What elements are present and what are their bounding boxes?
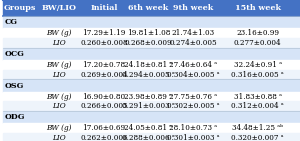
Text: BW/LIO: BW/LIO — [42, 4, 77, 12]
Bar — [3, 0, 300, 16]
Text: 0.304±0.005 ᵃ: 0.304±0.005 ᵃ — [167, 70, 219, 79]
Text: 23.16±0.99: 23.16±0.99 — [236, 29, 279, 37]
Text: 28.10±0.73 ᵃ: 28.10±0.73 ᵃ — [169, 124, 217, 132]
Text: 17.29±1.19: 17.29±1.19 — [82, 29, 125, 37]
Bar — [3, 124, 300, 133]
Text: 0.312±0.004 ᵃ: 0.312±0.004 ᵃ — [231, 102, 284, 110]
Bar — [3, 70, 300, 80]
Text: 0.316±0.005 ᵃ: 0.316±0.005 ᵃ — [231, 70, 284, 79]
Text: 24.05±0.81 ᵃ: 24.05±0.81 ᵃ — [124, 124, 172, 132]
Text: LIO: LIO — [52, 134, 66, 141]
Text: 0.291±0.003 ᵃ: 0.291±0.003 ᵃ — [122, 102, 175, 110]
Text: BW (g): BW (g) — [46, 92, 72, 101]
Bar — [3, 16, 300, 28]
Text: 0.294±0.005 ᵃ: 0.294±0.005 ᵃ — [122, 70, 175, 79]
Text: 21.74±1.03: 21.74±1.03 — [172, 29, 214, 37]
Text: 6th week: 6th week — [128, 4, 169, 12]
Text: 31.83±0.88 ᵃ: 31.83±0.88 ᵃ — [234, 92, 282, 101]
Text: 0.268±0.009: 0.268±0.009 — [124, 39, 172, 47]
Text: 17.20±0.78: 17.20±0.78 — [82, 61, 125, 69]
Text: BW (g): BW (g) — [46, 29, 72, 37]
Bar — [3, 28, 300, 38]
Bar — [3, 133, 300, 141]
Text: 19.81±1.08: 19.81±1.08 — [127, 29, 170, 37]
Text: 0.302±0.005 ᵃ: 0.302±0.005 ᵃ — [167, 102, 219, 110]
Text: 0.262±0.006: 0.262±0.006 — [80, 134, 128, 141]
Text: 0.320±0.007 ᵃ: 0.320±0.007 ᵃ — [231, 134, 284, 141]
Text: 0.301±0.003 ᵃ: 0.301±0.003 ᵃ — [167, 134, 219, 141]
Text: LIO: LIO — [52, 102, 66, 110]
Text: OCG: OCG — [4, 50, 25, 58]
Text: 34.48±1.25 ᵃᵇ: 34.48±1.25 ᵃᵇ — [232, 124, 283, 132]
Text: 32.24±0.91 ᵃ: 32.24±0.91 ᵃ — [234, 61, 282, 69]
Text: LIO: LIO — [52, 39, 66, 47]
Text: 23.98±0.89 ᵃ: 23.98±0.89 ᵃ — [124, 92, 172, 101]
Text: BW (g): BW (g) — [46, 61, 72, 69]
Bar — [3, 48, 300, 60]
Text: Initial: Initial — [90, 4, 118, 12]
Text: 0.260±0.008: 0.260±0.008 — [80, 39, 128, 47]
Text: 16.90±0.80: 16.90±0.80 — [82, 92, 125, 101]
Text: 0.266±0.005: 0.266±0.005 — [80, 102, 128, 110]
Text: 24.18±0.81 ᵃ: 24.18±0.81 ᵃ — [124, 61, 172, 69]
Bar — [3, 80, 300, 92]
Bar — [3, 60, 300, 70]
Text: LIO: LIO — [52, 70, 66, 79]
Text: ODG: ODG — [4, 113, 25, 121]
Text: 27.46±0.64 ᵃ: 27.46±0.64 ᵃ — [169, 61, 217, 69]
Text: 27.75±0.76 ᵃ: 27.75±0.76 ᵃ — [169, 92, 217, 101]
Text: CG: CG — [4, 18, 18, 26]
Bar — [3, 38, 300, 48]
Text: BW (g): BW (g) — [46, 124, 72, 132]
Text: 9th week: 9th week — [173, 4, 213, 12]
Text: 0.277±0.004: 0.277±0.004 — [234, 39, 281, 47]
Bar — [3, 92, 300, 102]
Text: Groups: Groups — [4, 4, 36, 12]
Text: OSG: OSG — [4, 81, 24, 90]
Text: 17.06±0.69: 17.06±0.69 — [82, 124, 125, 132]
Text: 0.274±0.005: 0.274±0.005 — [169, 39, 217, 47]
Text: 0.269±0.004: 0.269±0.004 — [80, 70, 128, 79]
Bar — [3, 111, 300, 124]
Bar — [3, 102, 300, 111]
Text: 0.288±0.006 ᵃ: 0.288±0.006 ᵃ — [122, 134, 175, 141]
Text: 15th week: 15th week — [235, 4, 281, 12]
